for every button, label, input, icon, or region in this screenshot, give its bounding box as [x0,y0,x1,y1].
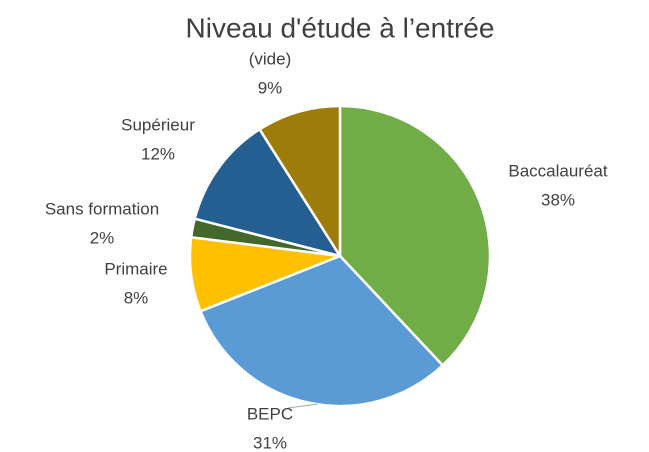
chart-title: Niveau d'étude à l’entrée [186,12,495,43]
pie-slice [258,104,342,258]
pie-slice [338,104,492,367]
data-label-name: Sans formation [45,199,159,218]
pie-slice [193,128,342,258]
pie-slice [199,254,444,408]
data-label-name: Baccalauréat [508,161,608,180]
data-label-name: Primaire [104,259,167,278]
data-label-value: 12% [141,144,175,163]
data-label-name: (vide) [249,49,292,68]
data-label-name: BEPC [247,404,293,423]
data-label-value: 38% [541,190,575,209]
data-label-name: Supérieur [121,115,195,134]
data-label-value: 2% [90,228,115,247]
data-label-value: 8% [124,288,149,307]
leader-line [287,403,319,409]
data-label-value: 31% [253,433,287,452]
data-label-value: 9% [258,78,283,97]
